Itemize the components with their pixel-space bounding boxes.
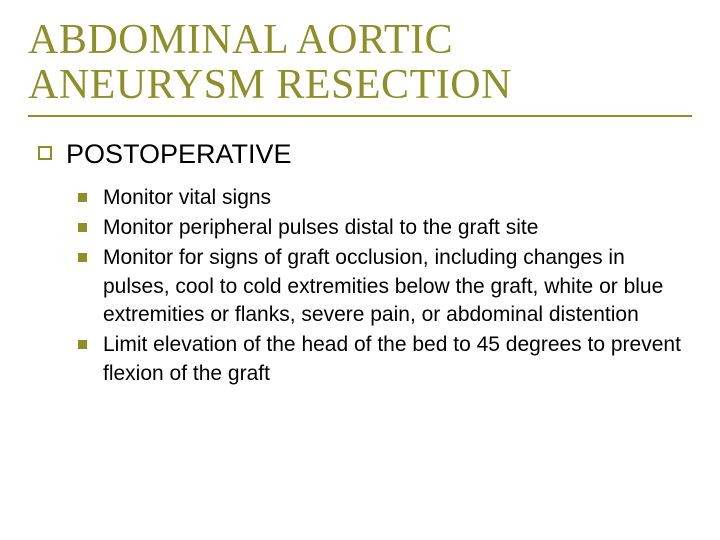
- section-heading-row: POSTOPERATIVE: [38, 139, 692, 170]
- item-list: Monitor vital signs Monitor peripheral p…: [78, 184, 692, 388]
- filled-square-icon: [78, 253, 87, 262]
- list-item: Limit elevation of the head of the bed t…: [78, 331, 692, 388]
- filled-square-icon: [78, 340, 87, 349]
- section-heading: POSTOPERATIVE: [66, 139, 292, 170]
- hollow-square-icon: [38, 146, 52, 160]
- section-block: POSTOPERATIVE Monitor vital signs Monito…: [38, 139, 692, 388]
- filled-square-icon: [78, 193, 87, 202]
- item-text: Limit elevation of the head of the bed t…: [103, 331, 692, 388]
- filled-square-icon: [78, 223, 87, 232]
- item-text: Monitor peripheral pulses distal to the …: [103, 214, 538, 242]
- slide-container: ABDOMINAL AORTIC ANEURYSM RESECTION POST…: [0, 0, 720, 418]
- slide-title: ABDOMINAL AORTIC ANEURYSM RESECTION: [28, 18, 692, 109]
- item-text: Monitor vital signs: [103, 184, 271, 212]
- item-text: Monitor for signs of graft occlusion, in…: [103, 244, 692, 329]
- title-underline: [28, 115, 692, 117]
- list-item: Monitor for signs of graft occlusion, in…: [78, 244, 692, 329]
- list-item: Monitor vital signs: [78, 184, 692, 212]
- list-item: Monitor peripheral pulses distal to the …: [78, 214, 692, 242]
